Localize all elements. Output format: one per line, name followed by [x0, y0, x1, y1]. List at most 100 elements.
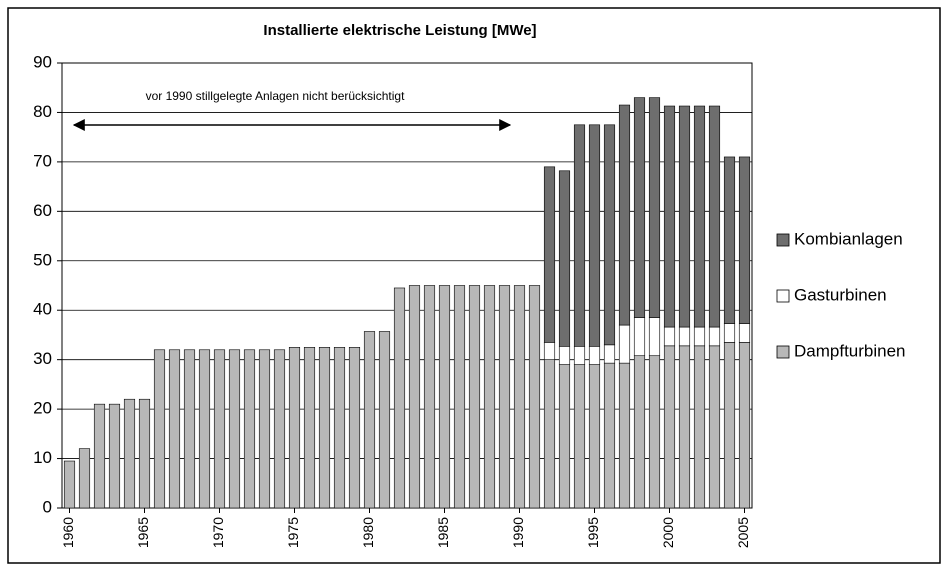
bar-segment: [183, 349, 196, 509]
bar-segment: [528, 285, 541, 509]
y-tick-label: 80: [33, 102, 52, 121]
bar-segment: [273, 349, 286, 509]
bar-segment: [618, 324, 631, 364]
x-tick-label: 1990: [510, 517, 526, 548]
bar-segment: [723, 342, 736, 509]
legend-swatch: [776, 233, 790, 247]
y-tick-label: 20: [33, 399, 52, 418]
bar-segment: [453, 285, 466, 509]
x-tick-label: 2000: [660, 517, 676, 548]
bar-segment: [558, 364, 571, 509]
bar-segment: [198, 349, 211, 509]
x-tick-label: 1975: [285, 517, 301, 548]
bar-segment: [348, 347, 361, 509]
bar-segment: [693, 345, 706, 509]
bar-segment: [648, 97, 661, 318]
bar-segment: [573, 124, 586, 347]
bar-segment: [588, 346, 601, 365]
bar-segment: [243, 349, 256, 509]
bar-segment: [723, 323, 736, 343]
y-tick-label: 40: [33, 300, 52, 319]
bar-segment: [498, 285, 511, 509]
y-tick-label: 70: [33, 151, 52, 170]
bar-segment: [633, 355, 646, 509]
bar-segment: [618, 104, 631, 326]
bar-segment: [258, 349, 271, 509]
annotation: vor 1990 stillgelegte Anlagen nicht berü…: [146, 89, 405, 103]
bar-segment: [663, 345, 676, 509]
bar-segment: [213, 349, 226, 509]
y-tick-label: 90: [33, 52, 52, 71]
bar-segment: [663, 326, 676, 347]
chart-title: Installierte elektrische Leistung [MWe]: [263, 22, 536, 39]
bar-segment: [123, 398, 136, 509]
bar-segment: [288, 347, 301, 509]
x-tick-label: 2005: [735, 517, 751, 548]
bar-segment: [678, 345, 691, 509]
bar-segment: [693, 105, 706, 328]
bar-segment: [333, 347, 346, 509]
bar-segment: [633, 97, 646, 318]
bar-segment: [363, 331, 376, 509]
bar-segment: [648, 317, 661, 357]
bar-segment: [663, 105, 676, 328]
bar-segment: [93, 403, 106, 509]
bar-segment: [423, 285, 436, 509]
bar-segment: [648, 355, 661, 509]
x-tick-label: 1995: [585, 517, 601, 548]
x-tick-label: 1960: [60, 517, 76, 548]
bar-segment: [558, 346, 571, 365]
y-tick-label: 30: [33, 349, 52, 368]
bar-segment: [573, 364, 586, 509]
bar-segment: [393, 287, 406, 509]
bar-segment: [738, 156, 751, 324]
bar-segment: [153, 349, 166, 509]
bar-segment: [543, 166, 556, 343]
x-tick-label: 1980: [360, 517, 376, 548]
bar-segment: [303, 347, 316, 509]
legend-label: Dampfturbinen: [794, 341, 906, 360]
bar-segment: [738, 323, 751, 343]
y-tick-label: 0: [43, 497, 52, 516]
bar-segment: [633, 317, 646, 357]
bar-segment: [708, 345, 721, 509]
bar-segment: [108, 403, 121, 509]
x-tick-label: 1985: [435, 517, 451, 548]
bar-segment: [678, 326, 691, 347]
bar-segment: [168, 349, 181, 509]
bar-segment: [588, 364, 601, 509]
x-tick-label: 1965: [135, 517, 151, 548]
bar-segment: [603, 124, 616, 346]
bar-segment: [588, 124, 601, 347]
legend-label: Gasturbinen: [794, 285, 887, 304]
bar-segment: [618, 362, 631, 509]
x-tick-label: 1970: [210, 517, 226, 548]
bar-segment: [738, 342, 751, 509]
bar-segment: [678, 105, 691, 328]
bar-segment: [63, 460, 76, 509]
bar-segment: [543, 359, 556, 509]
y-tick-label: 10: [33, 448, 52, 467]
bar-segment: [603, 362, 616, 509]
bar-segment: [708, 326, 721, 347]
bar-segment: [78, 448, 91, 509]
legend-label: Kombianlagen: [794, 229, 903, 248]
bar-segment: [513, 285, 526, 509]
bar-segment: [408, 285, 421, 509]
bar-segment: [483, 285, 496, 509]
legend-swatch: [776, 289, 790, 303]
bar-segment: [723, 156, 736, 324]
bar-segment: [378, 331, 391, 509]
y-tick-label: 60: [33, 201, 52, 220]
bar-segment: [468, 285, 481, 509]
bar-segment: [693, 326, 706, 347]
bar-segment: [708, 105, 721, 328]
bar-segment: [228, 349, 241, 509]
bar-segment: [558, 170, 571, 347]
bar-segment: [138, 398, 151, 509]
bar-segment: [603, 344, 616, 364]
bar-segment: [573, 346, 586, 365]
bar-segment: [318, 347, 331, 509]
bar-segment: [438, 285, 451, 509]
